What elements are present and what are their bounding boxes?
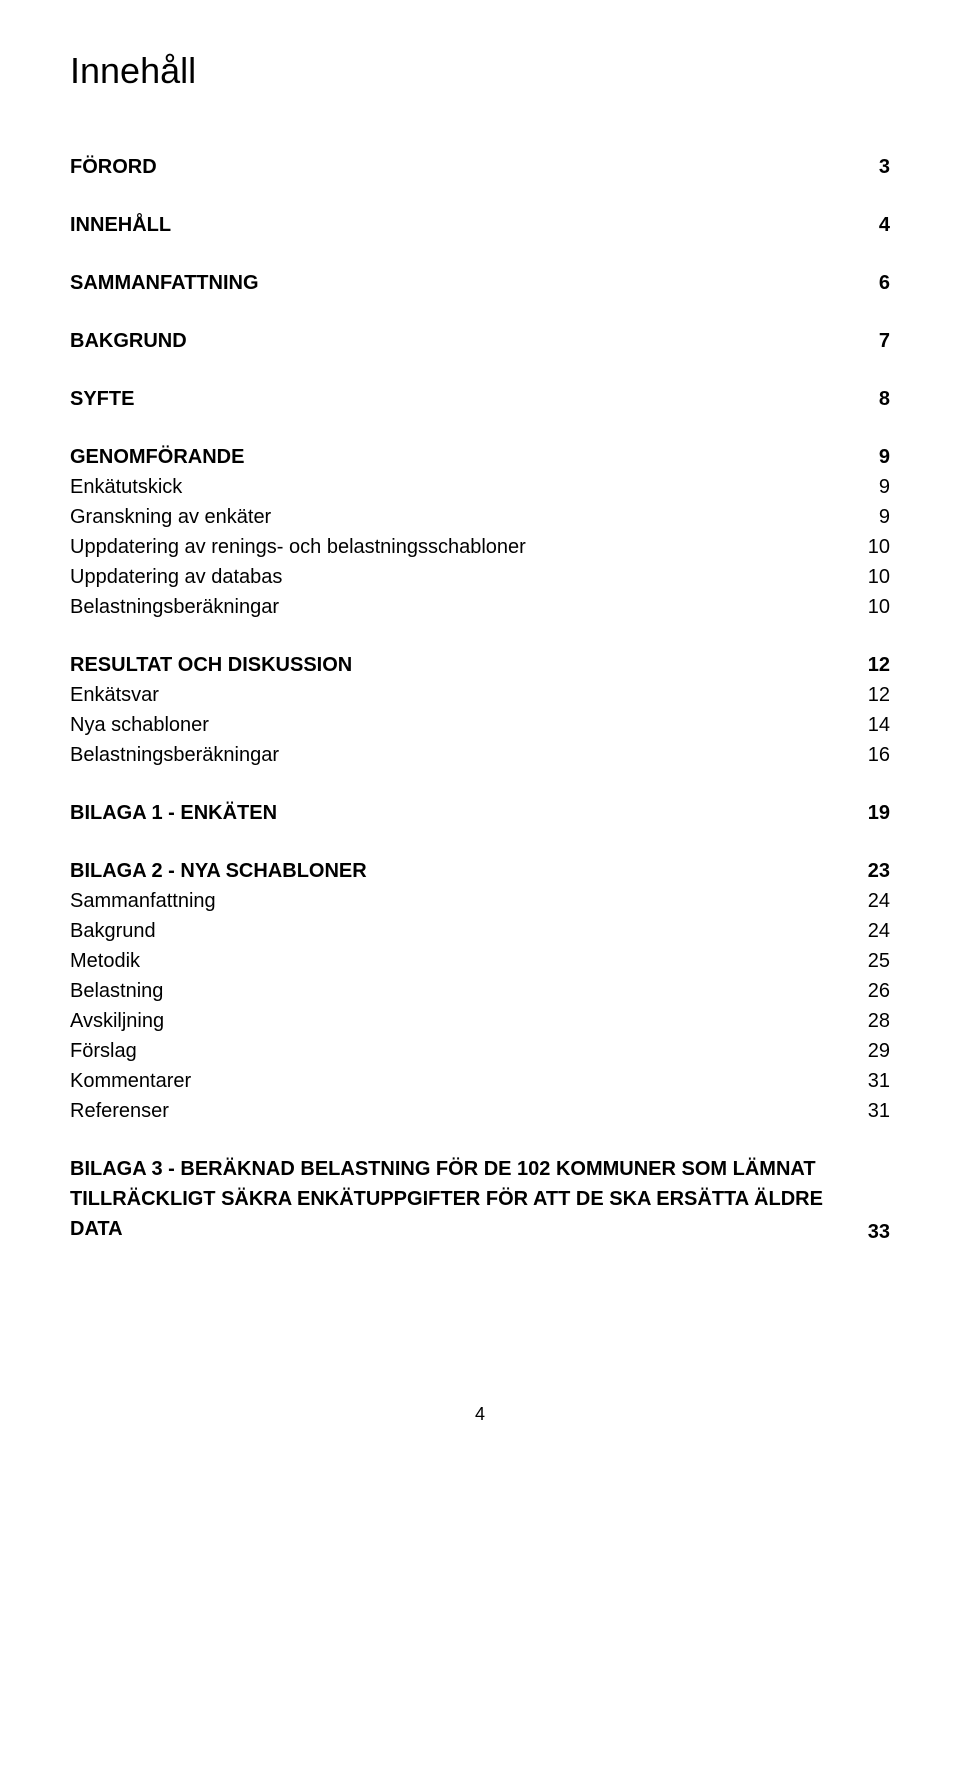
toc-entry-label: Nya schabloner — [70, 710, 209, 740]
toc-row: INNEHÅLL 4 — [70, 210, 890, 240]
toc-row: RESULTAT OCH DISKUSSION 12 — [70, 650, 890, 680]
toc-entry-label: FÖRORD — [70, 152, 157, 182]
toc-entry-page: 10 — [850, 562, 890, 592]
toc-entry-label: Förslag — [70, 1036, 137, 1066]
toc-entry-label: Bakgrund — [70, 916, 156, 946]
toc-row: Belastning 26 — [70, 976, 890, 1006]
toc-entry-label: BILAGA 1 - ENKÄTEN — [70, 798, 277, 828]
table-of-contents: FÖRORD 3 INNEHÅLL 4 SAMMANFATTNING 6 BAKGRUND 7… — [70, 152, 890, 1126]
toc-row: Uppdatering av renings- och belastningss… — [70, 532, 890, 562]
footer-page-number: 4 — [70, 1404, 890, 1425]
toc-entry-label: Belastningsberäkningar — [70, 592, 279, 622]
toc-entry-page: 19 — [850, 798, 890, 828]
toc-entry-page: 4 — [850, 210, 890, 240]
toc-entry-label: Belastningsberäkningar — [70, 740, 279, 770]
toc-entry-page: 23 — [850, 856, 890, 886]
toc-entry-label: Enkätutskick — [70, 472, 182, 502]
toc-entry-label: Kommentarer — [70, 1066, 191, 1096]
toc-entry-label: Metodik — [70, 946, 140, 976]
toc-row: FÖRORD 3 — [70, 152, 890, 182]
toc-entry-label: Uppdatering av databas — [70, 562, 282, 592]
toc-entry-page: 10 — [850, 592, 890, 622]
toc-row: Nya schabloner 14 — [70, 710, 890, 740]
toc-entry-label: RESULTAT OCH DISKUSSION — [70, 650, 352, 680]
toc-entry-label: Enkätsvar — [70, 680, 159, 710]
toc-entry-page: 16 — [850, 740, 890, 770]
toc-entry-page: 31 — [850, 1066, 890, 1096]
toc-entry-label: BILAGA 3 - BERÄKNAD BELASTNING FÖR DE 10… — [70, 1154, 830, 1244]
toc-entry-page: 9 — [850, 472, 890, 502]
toc-row: BAKGRUND 7 — [70, 326, 890, 356]
toc-entry-page: 9 — [850, 502, 890, 532]
toc-entry-page: 28 — [850, 1006, 890, 1036]
toc-entry-page: 26 — [850, 976, 890, 1006]
page-title: Innehåll — [70, 50, 890, 92]
toc-entry-page: 6 — [850, 268, 890, 298]
toc-entry-label: Belastning — [70, 976, 163, 1006]
toc-row: Kommentarer 31 — [70, 1066, 890, 1096]
toc-entry-page: 12 — [850, 680, 890, 710]
toc-entry-page: 8 — [850, 384, 890, 414]
toc-entry-label: BAKGRUND — [70, 326, 187, 356]
toc-row: GENOMFÖRANDE 9 — [70, 442, 890, 472]
toc-entry-label: Uppdatering av renings- och belastningss… — [70, 532, 526, 562]
toc-entry-label: Granskning av enkäter — [70, 502, 271, 532]
toc-entry-label: Avskiljning — [70, 1006, 164, 1036]
toc-entry-label: GENOMFÖRANDE — [70, 442, 244, 472]
toc-row: Bakgrund 24 — [70, 916, 890, 946]
toc-row: Enkätsvar 12 — [70, 680, 890, 710]
toc-row: BILAGA 1 - ENKÄTEN 19 — [70, 798, 890, 828]
toc-entry-label: Sammanfattning — [70, 886, 216, 916]
toc-entry-page: 24 — [850, 916, 890, 946]
toc-entry-page: 31 — [850, 1096, 890, 1126]
toc-row: Avskiljning 28 — [70, 1006, 890, 1036]
toc-entry-page: 12 — [850, 650, 890, 680]
toc-entry-label: BILAGA 2 - NYA SCHABLONER — [70, 856, 367, 886]
toc-entry-page: 14 — [850, 710, 890, 740]
toc-row: BILAGA 2 - NYA SCHABLONER 23 — [70, 856, 890, 886]
toc-entry-label: Referenser — [70, 1096, 169, 1126]
toc-row: SAMMANFATTNING 6 — [70, 268, 890, 298]
toc-row: Enkätutskick 9 — [70, 472, 890, 502]
toc-row: Förslag 29 — [70, 1036, 890, 1066]
toc-row: Granskning av enkäter 9 — [70, 502, 890, 532]
toc-entry-page: 7 — [850, 326, 890, 356]
toc-row: Belastningsberäkningar 16 — [70, 740, 890, 770]
toc-row: Referenser 31 — [70, 1096, 890, 1126]
toc-entry-page: 33 — [850, 1221, 890, 1244]
toc-entry-page: 9 — [850, 442, 890, 472]
toc-entry-page: 3 — [850, 152, 890, 182]
toc-row: SYFTE 8 — [70, 384, 890, 414]
toc-row: Uppdatering av databas 10 — [70, 562, 890, 592]
toc-entry-page: 25 — [850, 946, 890, 976]
toc-entry-label: INNEHÅLL — [70, 210, 171, 240]
toc-row: Sammanfattning 24 — [70, 886, 890, 916]
toc-entry-page: 10 — [850, 532, 890, 562]
toc-entry-page: 29 — [850, 1036, 890, 1066]
toc-row: Belastningsberäkningar 10 — [70, 592, 890, 622]
toc-entry-label: SYFTE — [70, 384, 134, 414]
toc-entry-label: SAMMANFATTNING — [70, 268, 259, 298]
toc-row: Metodik 25 — [70, 946, 890, 976]
toc-entry-page: 24 — [850, 886, 890, 916]
toc-final-entry: BILAGA 3 - BERÄKNAD BELASTNING FÖR DE 10… — [70, 1154, 890, 1244]
